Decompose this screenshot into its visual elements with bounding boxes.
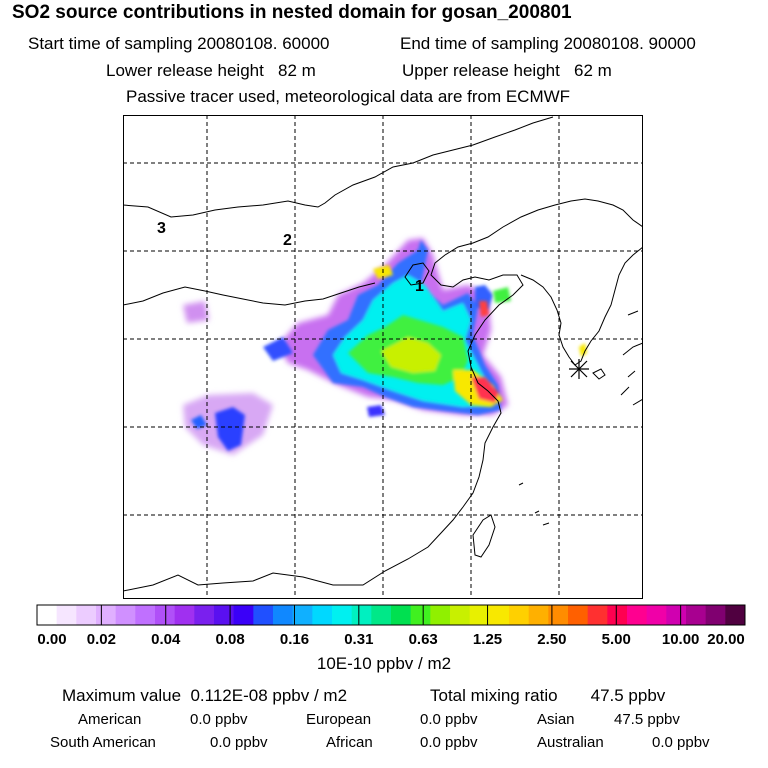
region-label-2: 2	[283, 232, 292, 249]
region-label-1: 1	[415, 278, 424, 295]
colorbar-swatch	[391, 605, 412, 625]
colorbar-swatch	[666, 605, 687, 625]
american-value: 0.0 ppbv	[190, 711, 248, 728]
colorbar-tick-label: 0.04	[151, 631, 181, 648]
colorbar-swatch	[214, 605, 235, 625]
asian-value: 47.5 ppbv	[614, 711, 680, 728]
korea-coast	[520, 246, 643, 366]
lat-lon-grid	[123, 115, 643, 599]
colorbar-tick-label: 0.00	[37, 631, 67, 648]
colorbar-swatch	[233, 605, 254, 625]
colorbar-swatch	[371, 605, 392, 625]
colorbar-swatch	[548, 605, 569, 625]
total-mixing-label: Total mixing ratio 47.5 ppbv	[430, 686, 666, 705]
colorbar-swatch	[607, 605, 628, 625]
european-value: 0.0 ppbv	[420, 711, 478, 728]
colorbar-tick-label: 0.63	[408, 631, 438, 648]
small-islands	[518, 482, 550, 526]
jeju-island	[592, 368, 606, 380]
colorbar-tick-label: 1.25	[472, 631, 503, 648]
lower-release-label: Lower release height 82 m	[106, 61, 316, 80]
colorbar-swatch	[686, 605, 707, 625]
colorbar-tick-label: 0.31	[344, 631, 374, 648]
colorbar-swatch	[528, 605, 549, 625]
colorbar-swatch	[273, 605, 294, 625]
colorbar-swatch	[312, 605, 333, 625]
african-label: African	[326, 734, 373, 751]
colorbar-swatch	[155, 605, 176, 625]
american-label: American	[78, 711, 142, 728]
map-panel: 1 2 3	[123, 115, 643, 599]
colorbar-swatch	[37, 605, 58, 625]
colorbar-tick-label: 5.00	[601, 631, 631, 648]
colorbar-swatch	[450, 605, 471, 625]
colorbar-swatch	[194, 605, 215, 625]
china-coast	[123, 198, 643, 592]
region-label-3: 3	[157, 220, 166, 237]
colorbar-swatch	[509, 605, 530, 625]
colorbar-swatch	[56, 605, 77, 625]
colorbar-border	[36, 604, 746, 626]
colorbar-swatch	[96, 605, 117, 625]
coastlines	[123, 116, 643, 592]
colorbar-tick-label: 20.00	[707, 631, 745, 648]
colorbar-tick-label: 0.16	[279, 631, 310, 648]
colorbar-swatch	[725, 605, 746, 625]
south-american-label: South American	[50, 734, 156, 751]
tracer-note: Passive tracer used, meteorological data…	[126, 87, 571, 106]
south-american-value: 0.0 ppbv	[210, 734, 268, 751]
australian-value: 0.0 ppbv	[652, 734, 710, 751]
european-label: European	[306, 711, 372, 728]
colorbar	[36, 604, 746, 626]
colorbar-swatch	[469, 605, 490, 625]
asian-label: Asian	[537, 711, 575, 728]
colorbar-tick-label: 0.02	[86, 631, 116, 648]
colorbar-tick-label: 10.00	[661, 631, 700, 648]
australian-label: Australian	[537, 734, 604, 751]
colorbar-swatch	[115, 605, 136, 625]
receptor-asterisk-icon	[569, 359, 589, 379]
colorbar-swatch	[489, 605, 510, 625]
colorbar-swatch	[705, 605, 726, 625]
colorbar-swatch	[174, 605, 195, 625]
bohai-coast	[404, 262, 430, 286]
plume-field	[183, 238, 587, 455]
colorbar-tick-label: 0.08	[215, 631, 245, 648]
mongolia-border	[123, 116, 554, 218]
colorbar-swatch	[135, 605, 156, 625]
colorbar-unit-label: 10E-10 ppbv / m2	[316, 654, 452, 673]
colorbar-tick-label: 2.50	[537, 631, 567, 648]
colorbar-swatch	[76, 605, 97, 625]
colorbar-swatch	[627, 605, 648, 625]
colorbar-swatch	[646, 605, 667, 625]
african-value: 0.0 ppbv	[420, 734, 478, 751]
inner-border	[123, 282, 376, 306]
colorbar-swatch	[292, 605, 313, 625]
colorbar-swatch	[332, 605, 353, 625]
taiwan-island	[472, 514, 496, 558]
colorbar-swatch	[587, 605, 608, 625]
page-title: SO2 source contributions in nested domai…	[12, 2, 572, 23]
end-time-label: End time of sampling 20080108. 90000	[400, 34, 696, 53]
colorbar-swatch	[410, 605, 431, 625]
start-time-label: Start time of sampling 20080108. 60000	[28, 34, 330, 53]
upper-release-label: Upper release height 62 m	[402, 61, 612, 80]
colorbar-swatch	[568, 605, 589, 625]
max-value-label: Maximum value 0.112E-08 ppbv / m2	[62, 686, 348, 705]
japan-islands	[620, 310, 643, 406]
colorbar-swatch	[253, 605, 274, 625]
colorbar-swatch	[430, 605, 451, 625]
colorbar-swatch	[351, 605, 372, 625]
